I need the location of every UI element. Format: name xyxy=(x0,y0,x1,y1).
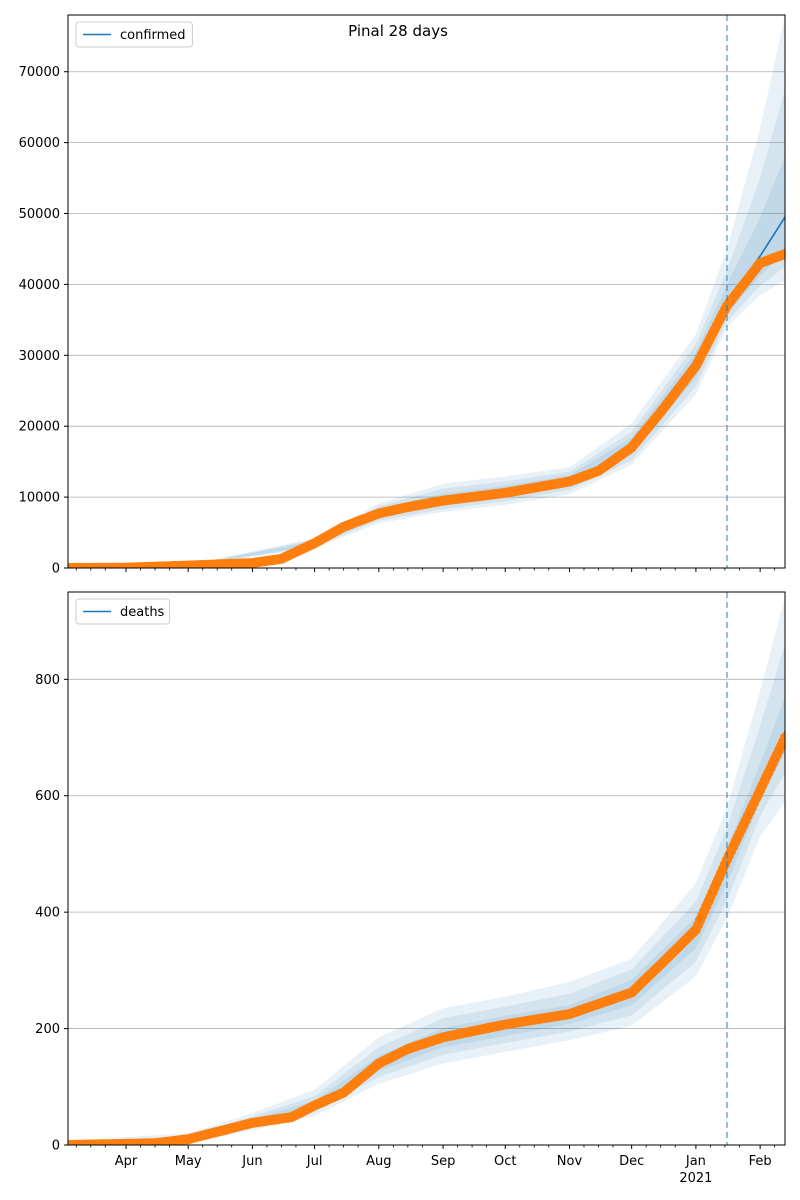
legend: confirmed xyxy=(75,21,193,48)
x-tick-label: Sep xyxy=(431,1154,456,1169)
plot-frame xyxy=(67,14,786,569)
plot-area xyxy=(68,592,785,1145)
y-tick-label: 40000 xyxy=(19,278,60,293)
y-tick-label: 20000 xyxy=(19,420,60,435)
observed-point xyxy=(780,248,785,259)
observed-points xyxy=(68,248,785,568)
y-tick-label: 600 xyxy=(35,789,60,804)
y-tick-label: 50000 xyxy=(19,207,60,222)
x-tick-label: Jul xyxy=(306,1154,323,1169)
y-tick-label: 30000 xyxy=(19,349,60,364)
x-tick-label: Feb xyxy=(749,1154,772,1169)
confidence-band-2 xyxy=(68,644,785,1145)
x-tick-label: May xyxy=(175,1154,202,1169)
legend: deaths xyxy=(75,598,171,625)
legend-label: confirmed xyxy=(120,28,186,43)
plot-frame xyxy=(67,591,786,1146)
x-tick-label: Jun xyxy=(241,1154,262,1169)
observed-points xyxy=(68,732,785,1145)
confidence-band-1 xyxy=(68,597,785,1145)
x-tick-label: Dec xyxy=(619,1154,644,1169)
x-tick-label: Jan xyxy=(685,1154,706,1169)
x-tick-label: Apr xyxy=(115,1154,138,1169)
plot-area xyxy=(68,15,785,568)
x-year-label: 2021 xyxy=(679,1171,712,1186)
y-tick-label: 0 xyxy=(52,1139,60,1154)
x-tick-label: Aug xyxy=(366,1154,391,1169)
y-tick-label: 800 xyxy=(35,673,60,688)
observed-point xyxy=(780,732,785,743)
y-tick-label: 0 xyxy=(52,562,60,577)
legend-box xyxy=(75,21,193,48)
y-tick-label: 200 xyxy=(35,1022,60,1037)
x-tick-label: Nov xyxy=(557,1154,583,1169)
y-tick-label: 400 xyxy=(35,906,60,921)
x-tick-label: Oct xyxy=(494,1154,516,1169)
chart-title: Pinal 28 days xyxy=(348,22,448,40)
y-tick-label: 70000 xyxy=(19,65,60,80)
legend-box xyxy=(75,598,171,625)
legend-label: deaths xyxy=(120,605,165,620)
confirmed-panel: 0 10000 20000 30000 40000 50000 60000 70000 conf… xyxy=(19,14,786,577)
y-tick-label: 10000 xyxy=(19,491,60,506)
confidence-band-1 xyxy=(188,15,785,566)
y-tick-label: 60000 xyxy=(19,136,60,151)
deaths-panel: 0 200 400 600 800 Apr May Jun Jul Aug Sep Oct Nov Dec… xyxy=(35,591,786,1186)
